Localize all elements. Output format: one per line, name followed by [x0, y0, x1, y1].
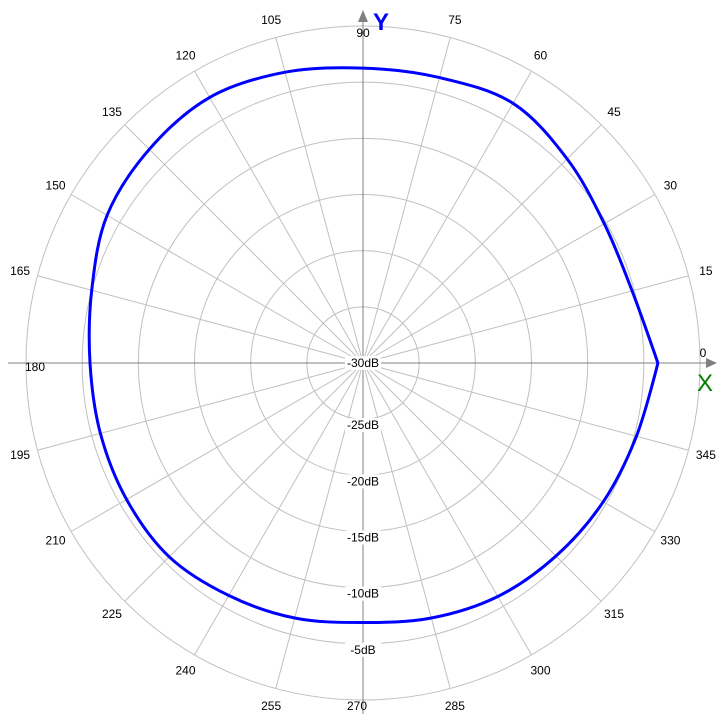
radial-tick-label: -25dB: [347, 418, 379, 432]
angle-tick-label: 345: [696, 448, 716, 462]
radial-tick-label-bg: [345, 418, 381, 433]
angle-tick-label: 285: [445, 699, 465, 713]
grid-spoke: [70, 362, 364, 532]
grid-spoke: [275, 362, 364, 689]
angle-tick-label: 150: [46, 179, 66, 193]
radial-tick-label-bg: [345, 530, 381, 545]
y-axis-arrow-icon: [358, 10, 368, 22]
grid-spoke: [194, 362, 364, 656]
grid-spoke: [37, 362, 364, 451]
angle-tick-label: 270: [347, 699, 367, 713]
radial-tick-label: -30dB: [347, 356, 379, 370]
grid-spoke: [362, 362, 656, 532]
angle-tick-label: 75: [448, 13, 462, 27]
grid-spoke: [37, 275, 364, 364]
grid-spoke: [124, 362, 364, 602]
grid-spoke: [362, 362, 532, 656]
angle-tick-label: 180: [25, 360, 45, 374]
angle-tick-label: 195: [10, 448, 30, 462]
angle-tick-label: 330: [660, 534, 680, 548]
grid-spoke: [362, 275, 689, 364]
angle-tick-label: 255: [261, 699, 281, 713]
radial-tick-label-bg: [345, 586, 381, 601]
angle-tick-label: 120: [175, 49, 195, 63]
angle-tick-label: 30: [664, 179, 678, 193]
radial-tick-label-bg: [345, 356, 381, 370]
angle-tick-label: 15: [699, 264, 713, 278]
angle-tick-label: 300: [530, 663, 550, 677]
radial-tick-label-bg: [345, 642, 381, 657]
grid-spoke: [362, 362, 689, 451]
angle-tick-label: 225: [102, 607, 122, 621]
x-axis-arrow-icon: [706, 358, 717, 368]
grid-spoke: [124, 124, 364, 364]
series-line: [87, 66, 660, 625]
radial-tick-label: -15dB: [347, 531, 379, 545]
radial-tick-label: -5dB: [350, 643, 375, 657]
grid-spoke: [362, 362, 451, 689]
angle-tick-label: 165: [10, 264, 30, 278]
angle-tick-label: 135: [102, 105, 122, 119]
angle-tick-label: 105: [261, 13, 281, 27]
radial-tick-label: -10dB: [347, 587, 379, 601]
angle-tick-label: 210: [46, 534, 66, 548]
grid-spoke: [275, 37, 364, 364]
angle-tick-label: 0: [700, 346, 707, 360]
angle-tick-label: 45: [607, 105, 621, 119]
angle-tick-label: 240: [175, 663, 195, 677]
grid-spoke: [362, 124, 602, 364]
grid-spoke: [194, 70, 364, 364]
angle-tick-label: 90: [356, 26, 370, 40]
grid-spoke: [362, 362, 602, 602]
grid-spoke: [70, 194, 364, 364]
grid-spoke: [362, 37, 451, 364]
y-axis-label: Y: [373, 9, 389, 36]
angle-tick-label: 60: [534, 49, 548, 63]
grid-spoke: [362, 70, 532, 364]
radial-tick-label: -20dB: [347, 474, 379, 488]
x-axis-label: X: [697, 370, 713, 397]
grid-spoke: [362, 194, 656, 364]
angle-tick-label: 315: [604, 607, 624, 621]
radial-tick-label-bg: [345, 474, 381, 489]
